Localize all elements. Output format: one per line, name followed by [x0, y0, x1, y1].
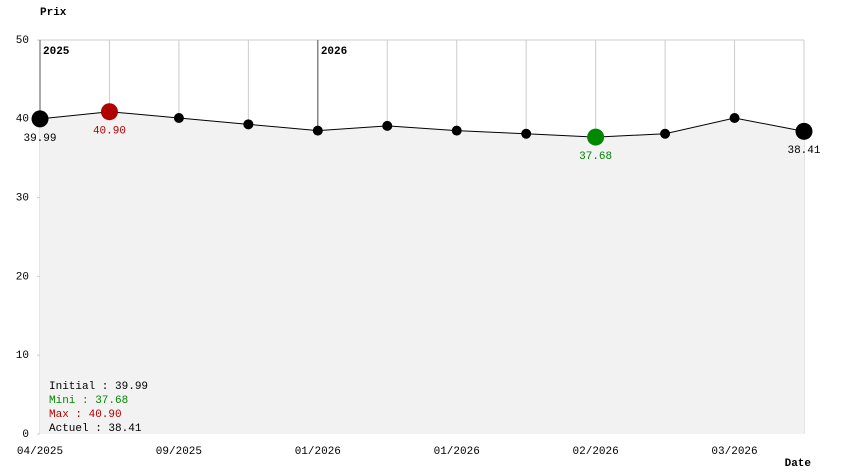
point	[521, 128, 532, 139]
summary-line: Actuel : 38.41	[49, 423, 142, 435]
x-tick-label: 02/2026	[573, 446, 619, 458]
summary-line: Initial : 39.99	[49, 381, 148, 393]
y-tick-label: 50	[16, 35, 29, 47]
price-line	[39, 111, 805, 138]
y-axis-label: Prix	[40, 7, 67, 19]
point	[100, 103, 118, 121]
y-tick-label: 40	[16, 114, 29, 126]
summary-line: Mini : 37.68	[49, 395, 128, 407]
point	[31, 110, 49, 128]
x-tick-label: 04/2025	[17, 446, 63, 458]
y-tick-label: 20	[16, 271, 29, 283]
point	[587, 128, 605, 146]
y-tick-label: 0	[22, 429, 29, 441]
y-tick-label: 10	[16, 350, 29, 362]
x-tick-label: 01/2026	[295, 446, 341, 458]
x-tick-label: 09/2025	[156, 446, 202, 458]
point	[795, 122, 813, 140]
point	[312, 125, 323, 136]
point	[243, 119, 254, 130]
summary-line: Max : 40.90	[49, 409, 122, 421]
area	[40, 111, 804, 434]
value-label: 37.68	[579, 151, 612, 163]
point	[382, 120, 393, 131]
point	[451, 125, 462, 136]
year-label: 2025	[43, 46, 70, 58]
x-tick-label: 01/2026	[434, 446, 480, 458]
value-label: 40.90	[93, 126, 126, 138]
value-label: 39.99	[23, 133, 56, 145]
point	[660, 128, 671, 139]
x-axis-label: Date	[785, 458, 812, 470]
point	[729, 113, 740, 124]
value-label: 38.41	[787, 145, 820, 157]
year-label: 2026	[321, 46, 347, 58]
point	[173, 113, 184, 124]
x-tick-label: 03/2026	[711, 446, 757, 458]
y-tick-label: 30	[16, 193, 29, 205]
